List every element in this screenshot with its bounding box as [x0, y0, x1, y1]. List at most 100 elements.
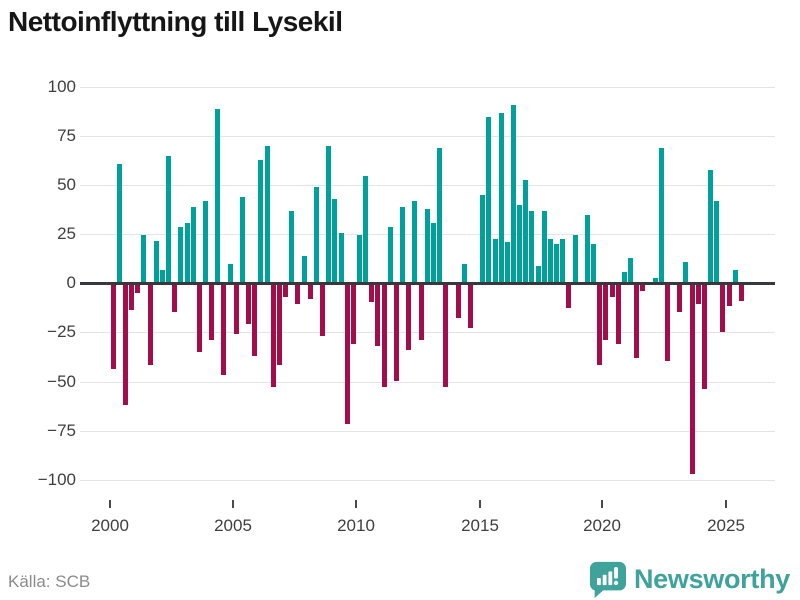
bar-2023Q1 [677, 284, 683, 313]
bar-2007Q1 [283, 284, 289, 297]
bar-2024Q1 [701, 284, 707, 390]
bar-2024Q3 [714, 201, 720, 282]
bar-2010Q1 [357, 234, 362, 282]
chart-title: Nettoinflyttning till Lysekil [8, 6, 343, 37]
bar-2023Q2 [683, 262, 689, 282]
bar-2016Q4 [523, 179, 529, 282]
bar-2000Q4 [129, 284, 135, 311]
source-caption: Källa: SCB [8, 572, 91, 591]
bar-2000Q2 [116, 163, 122, 282]
gridline--100 [80, 479, 775, 481]
newsworthy-logo: Newsworthy [588, 560, 790, 598]
y-axis-label-0: 0 [66, 273, 76, 293]
bar-2006Q4 [276, 284, 282, 366]
bar-2011Q4 [400, 207, 406, 282]
gridline-50 [80, 184, 775, 186]
bar-2005Q1 [233, 284, 239, 334]
bar-2015Q1 [480, 195, 486, 282]
bar-2007Q3 [295, 284, 301, 305]
bar-2020Q2 [609, 284, 615, 297]
x-axis-tick-2020 [601, 500, 603, 508]
y-axis-label--25: −25 [47, 322, 76, 342]
bar-2020Q4 [621, 271, 627, 282]
bar-2018Q1 [554, 244, 560, 282]
x-axis-tick-2025 [725, 500, 727, 508]
bar-2013Q2 [437, 148, 443, 282]
bar-2003Q2 [190, 207, 196, 282]
bar-2023Q4 [695, 284, 701, 305]
y-axis-label--50: −50 [47, 371, 76, 391]
bar-2019Q2 [584, 214, 590, 282]
bar-2022Q2 [658, 148, 664, 282]
bar-2025Q3 [738, 284, 744, 301]
bar-2005Q4 [252, 284, 258, 356]
newsworthy-speech-bubble-bar-chart-icon [588, 560, 626, 598]
bar-2008Q4 [326, 146, 332, 282]
bar-2014Q1 [455, 284, 461, 319]
bar-2012Q3 [418, 284, 424, 340]
zero-axis-line [80, 281, 775, 285]
x-axis-tick-2015 [479, 500, 481, 508]
bar-2004Q3 [221, 284, 227, 376]
x-axis-label-2015: 2015 [461, 516, 499, 535]
bar-2018Q2 [560, 238, 566, 282]
bar-2017Q3 [541, 211, 547, 282]
bar-2000Q3 [122, 284, 128, 405]
bar-2000Q1 [110, 284, 116, 370]
x-axis-tick-2010 [355, 500, 357, 508]
bar-2009Q2 [338, 232, 344, 282]
y-axis-label-25: 25 [57, 224, 76, 244]
bar-2021Q3 [640, 284, 646, 291]
bar-2020Q3 [615, 284, 621, 344]
bar-2002Q1 [159, 270, 165, 282]
gridline--75 [80, 430, 775, 432]
x-axis-tick-2000 [109, 500, 111, 508]
bar-2007Q2 [289, 211, 295, 282]
x-axis-label-2025: 2025 [707, 516, 745, 535]
bar-2020Q1 [603, 284, 609, 340]
bar-2011Q1 [381, 284, 387, 388]
gridline-75 [80, 135, 775, 137]
bar-2004Q2 [215, 108, 221, 282]
gridline--25 [80, 332, 775, 334]
bar-2012Q4 [424, 209, 430, 282]
bar-2011Q3 [393, 284, 399, 382]
bar-2009Q4 [350, 284, 356, 344]
y-axis-label--100: −100 [37, 469, 76, 489]
y-axis-label-100: 100 [47, 76, 76, 96]
bar-2002Q4 [178, 226, 184, 282]
bar-2017Q4 [547, 238, 553, 282]
bar-2010Q4 [375, 284, 381, 346]
bar-2009Q1 [332, 199, 338, 282]
gridline--50 [80, 381, 775, 383]
bar-2006Q2 [264, 146, 270, 282]
gridline-100 [80, 86, 775, 88]
bar-2001Q4 [153, 240, 159, 282]
bar-2007Q4 [301, 256, 307, 282]
bar-2002Q2 [166, 155, 172, 282]
bar-2021Q2 [634, 284, 640, 358]
bar-2003Q1 [184, 222, 190, 282]
bar-2008Q1 [307, 284, 313, 299]
bar-2002Q3 [172, 284, 178, 313]
y-axis-label--75: −75 [47, 420, 76, 440]
bar-2005Q2 [239, 197, 245, 282]
bar-2010Q2 [363, 175, 369, 282]
bar-2021Q1 [628, 258, 634, 282]
bar-2004Q4 [227, 264, 233, 282]
bar-2012Q1 [406, 284, 412, 350]
bar-2014Q2 [461, 264, 467, 282]
bar-2022Q1 [652, 277, 658, 282]
bar-2006Q3 [270, 284, 276, 388]
bar-2015Q3 [492, 238, 498, 282]
bar-2015Q2 [486, 116, 492, 282]
bar-2010Q3 [369, 284, 375, 303]
bar-2025Q1 [726, 284, 732, 307]
bar-2016Q2 [511, 104, 516, 282]
bar-2001Q1 [135, 284, 141, 293]
bar-2008Q2 [313, 187, 319, 282]
bar-2013Q1 [430, 222, 436, 282]
bar-2024Q2 [708, 169, 714, 282]
